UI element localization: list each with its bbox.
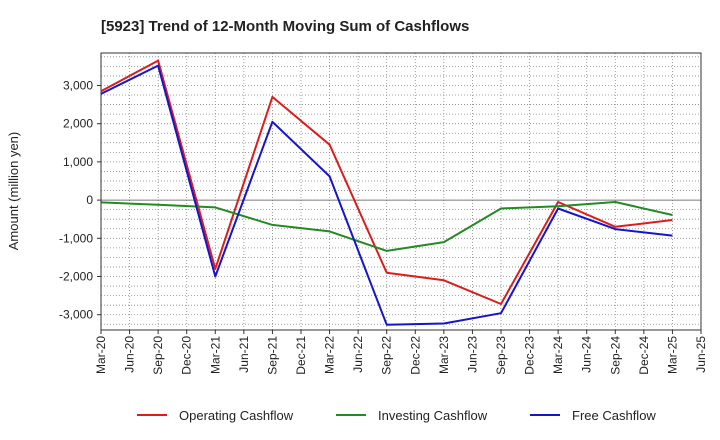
y-tick-label: 1,000 [63, 155, 93, 169]
x-tick-label: Sep-20 [151, 336, 165, 375]
x-tick-label: Sep-24 [608, 336, 622, 375]
y-tick-label: 3,000 [63, 78, 93, 92]
plot-area [101, 53, 701, 330]
chart-title: [5923] Trend of 12-Month Moving Sum of C… [101, 18, 469, 35]
legend-label-free-cashflow: Free Cashflow [572, 408, 656, 423]
x-tick-label: Mar-20 [94, 336, 108, 374]
x-tick-label: Sep-21 [265, 336, 279, 375]
y-axis-ticks: -3,000 -2,000 -1,000 0 1,000 2,000 3,000 [59, 78, 101, 322]
legend-label-investing-cashflow: Investing Cashflow [378, 408, 488, 423]
series-lines [100, 59, 673, 326]
x-tick-label: Jun-23 [465, 336, 479, 373]
x-tick-label: Jun-20 [123, 336, 137, 373]
x-tick-label: Mar-24 [551, 336, 565, 374]
x-axis-ticks: Mar-20 Jun-20 Sep-20 Dec-20 Mar-21 Jun-21 Sep-… [94, 330, 708, 375]
plot-frame [100, 52, 702, 331]
x-tick-label: Jun-24 [580, 336, 594, 373]
x-tick-label: Mar-21 [208, 336, 222, 374]
y-axis-title: Amount (million yen) [6, 132, 21, 251]
x-tick-label: Dec-20 [180, 336, 194, 375]
x-tick-label: Dec-22 [408, 336, 422, 375]
x-tick-label: Jun-25 [694, 336, 708, 373]
x-tick-label: Jun-21 [237, 336, 251, 373]
y-tick-label: 0 [86, 193, 93, 207]
x-tick-label: Mar-23 [437, 336, 451, 374]
x-tick-label: Mar-25 [665, 336, 679, 374]
x-tick-label: Dec-23 [523, 336, 537, 375]
x-tick-label: Sep-23 [494, 336, 508, 375]
y-tick-label: -1,000 [59, 231, 93, 245]
legend: Operating Cashflow Investing Cashflow Free… [137, 408, 656, 423]
y-tick-label: -3,000 [59, 308, 93, 322]
x-tick-label: Dec-24 [637, 336, 651, 375]
y-tick-label: -2,000 [59, 270, 93, 284]
series-line-operating-cashflow [100, 59, 673, 305]
y-tick-label: 2,000 [63, 117, 93, 131]
series-line-free-cashflow [100, 64, 673, 326]
x-tick-label: Jun-22 [351, 336, 365, 373]
x-tick-label: Dec-21 [294, 336, 308, 375]
legend-label-operating-cashflow: Operating Cashflow [179, 408, 294, 423]
x-tick-label: Mar-22 [323, 336, 337, 374]
x-tick-label: Sep-22 [380, 336, 394, 375]
